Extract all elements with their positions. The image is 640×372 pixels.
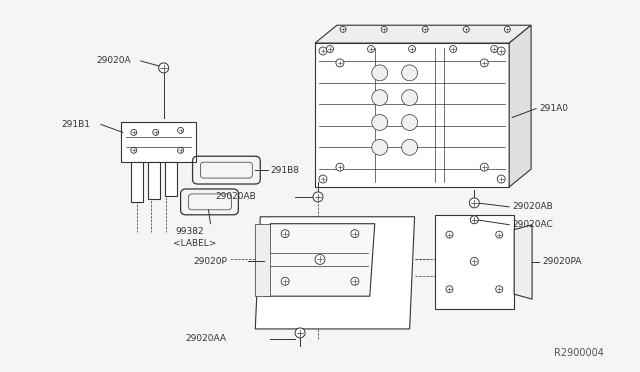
Circle shape [408, 45, 415, 52]
Circle shape [326, 45, 333, 52]
Circle shape [480, 59, 488, 67]
Text: 29020A: 29020A [96, 57, 131, 65]
Polygon shape [435, 215, 514, 309]
Text: 291B1: 291B1 [61, 120, 90, 129]
Circle shape [402, 140, 417, 155]
Circle shape [367, 45, 374, 52]
Text: 29020AB: 29020AB [216, 192, 256, 201]
Circle shape [153, 129, 159, 135]
Polygon shape [121, 122, 196, 162]
Text: 29020P: 29020P [193, 257, 227, 266]
Circle shape [470, 257, 478, 265]
Circle shape [351, 277, 359, 285]
Polygon shape [164, 162, 177, 196]
Circle shape [450, 45, 457, 52]
Text: R2900004: R2900004 [554, 348, 604, 358]
Circle shape [504, 26, 510, 32]
Circle shape [496, 231, 502, 238]
Text: 291A0: 291A0 [539, 104, 568, 113]
Circle shape [159, 63, 169, 73]
Text: <LABEL>: <LABEL> [173, 239, 216, 248]
Circle shape [372, 115, 388, 131]
Circle shape [491, 45, 498, 52]
Circle shape [463, 26, 469, 32]
Circle shape [402, 65, 417, 81]
Circle shape [315, 254, 325, 264]
Circle shape [336, 163, 344, 171]
Circle shape [497, 175, 505, 183]
Circle shape [281, 277, 289, 285]
Text: 29020PA: 29020PA [542, 257, 581, 266]
Circle shape [446, 231, 453, 238]
Circle shape [381, 26, 387, 32]
Circle shape [402, 90, 417, 106]
Text: 29020AA: 29020AA [186, 334, 227, 343]
Circle shape [336, 59, 344, 67]
Text: 29020AB: 29020AB [512, 202, 553, 211]
Circle shape [372, 65, 388, 81]
Circle shape [295, 328, 305, 338]
Circle shape [281, 230, 289, 238]
Text: 99382: 99382 [175, 227, 204, 236]
Circle shape [446, 286, 453, 293]
Circle shape [319, 47, 327, 55]
Circle shape [340, 26, 346, 32]
Polygon shape [514, 225, 532, 299]
Text: 291B8: 291B8 [270, 166, 300, 174]
Circle shape [469, 198, 479, 208]
Circle shape [496, 286, 502, 293]
Circle shape [178, 128, 184, 134]
Circle shape [372, 90, 388, 106]
Polygon shape [509, 25, 531, 187]
Polygon shape [315, 43, 509, 187]
Polygon shape [255, 224, 270, 296]
Circle shape [351, 230, 359, 238]
Circle shape [422, 26, 428, 32]
Circle shape [372, 140, 388, 155]
Polygon shape [148, 162, 160, 199]
Circle shape [402, 115, 417, 131]
Polygon shape [131, 162, 143, 202]
Circle shape [131, 129, 137, 135]
Circle shape [497, 47, 505, 55]
Circle shape [131, 147, 137, 153]
Circle shape [470, 216, 478, 224]
Circle shape [319, 175, 327, 183]
Circle shape [313, 192, 323, 202]
Polygon shape [315, 25, 531, 43]
Circle shape [178, 147, 184, 153]
Polygon shape [255, 217, 415, 329]
Polygon shape [265, 224, 375, 296]
Circle shape [480, 163, 488, 171]
Text: 29020AC: 29020AC [512, 220, 553, 229]
